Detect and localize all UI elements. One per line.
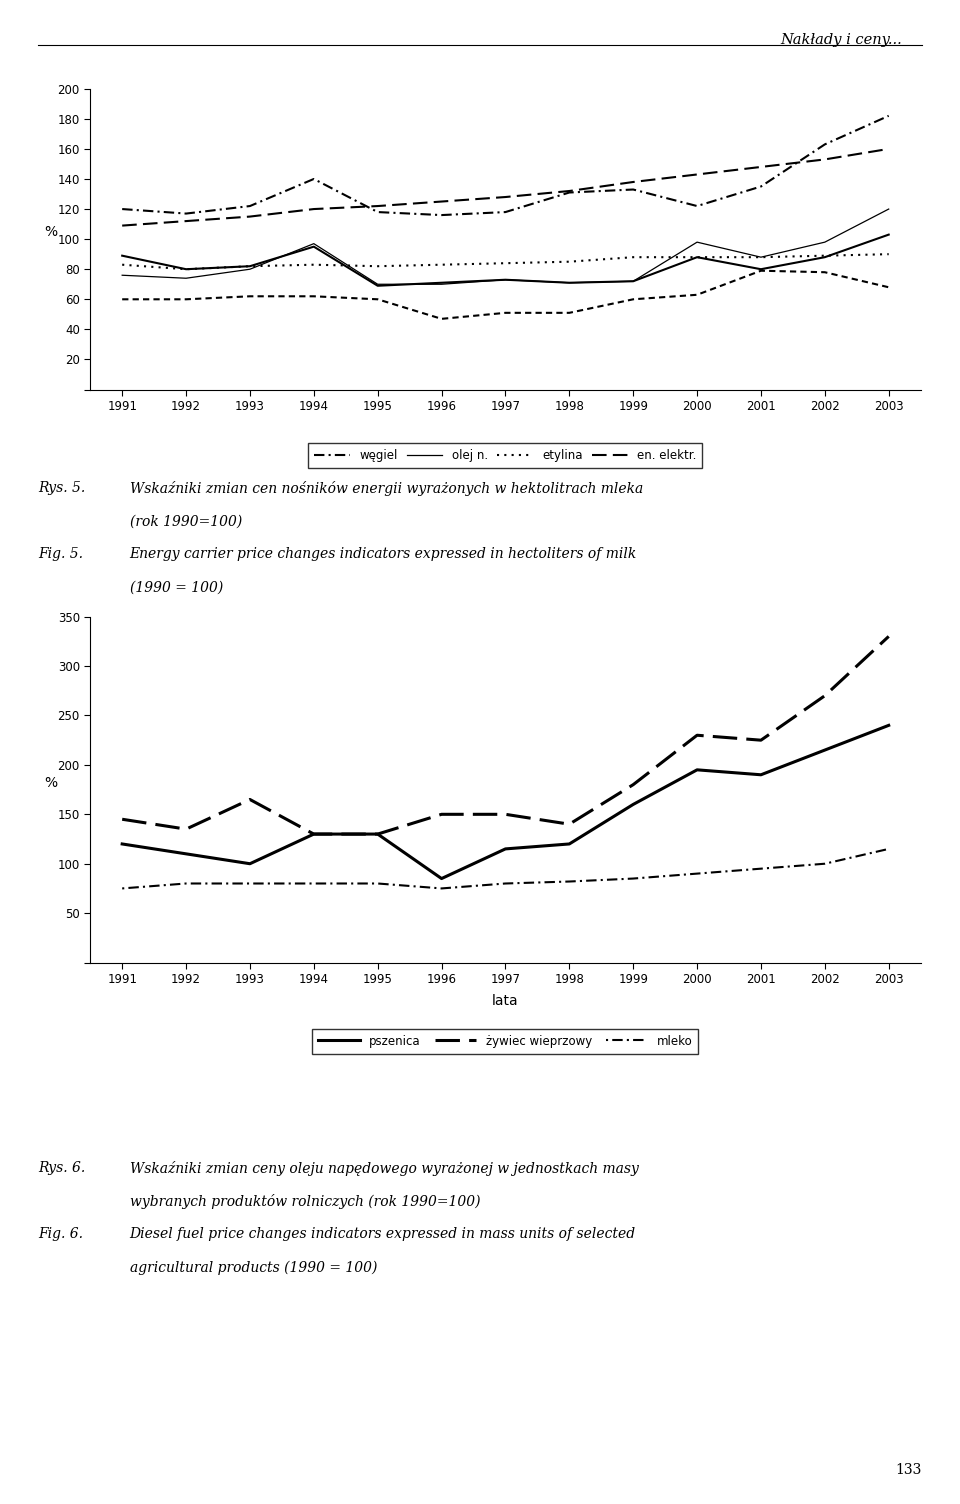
Text: Nakłady i ceny...: Nakłady i ceny...: [780, 33, 902, 47]
Text: wybranych produktów rolniczych (rok 1990=100): wybranych produktów rolniczych (rok 1990…: [130, 1194, 480, 1209]
Text: (1990 = 100): (1990 = 100): [130, 581, 223, 594]
X-axis label: lata: lata: [492, 994, 518, 1008]
Text: Fig. 5.: Fig. 5.: [38, 547, 84, 561]
Y-axis label: %: %: [44, 226, 57, 239]
Text: (rok 1990=100): (rok 1990=100): [130, 514, 242, 528]
Text: Energy carrier price changes indicators expressed in hectoliters of milk: Energy carrier price changes indicators …: [130, 547, 636, 561]
Legend: węgiel, olej n., etylina, en. elektr.: węgiel, olej n., etylina, en. elektr.: [308, 444, 703, 468]
Text: Wskaźniki zmian cen nośników energii wyrażonych w hektolitrach mleka: Wskaźniki zmian cen nośników energii wyr…: [130, 481, 643, 496]
Text: Rys. 6.: Rys. 6.: [38, 1161, 85, 1175]
Text: Diesel fuel price changes indicators expressed in mass units of selected: Diesel fuel price changes indicators exp…: [130, 1227, 636, 1241]
Text: Fig. 6.: Fig. 6.: [38, 1227, 84, 1241]
Legend: pszenica, żywiec wieprzowy, mleko: pszenica, żywiec wieprzowy, mleko: [312, 1029, 699, 1053]
Text: 133: 133: [896, 1463, 922, 1477]
Text: Wskaźniki zmian ceny oleju napędowego wyrażonej w jednostkach masy: Wskaźniki zmian ceny oleju napędowego wy…: [130, 1161, 638, 1176]
Text: Rys. 5.: Rys. 5.: [38, 481, 85, 495]
Y-axis label: %: %: [44, 776, 58, 790]
Text: agricultural products (1990 = 100): agricultural products (1990 = 100): [130, 1260, 377, 1275]
